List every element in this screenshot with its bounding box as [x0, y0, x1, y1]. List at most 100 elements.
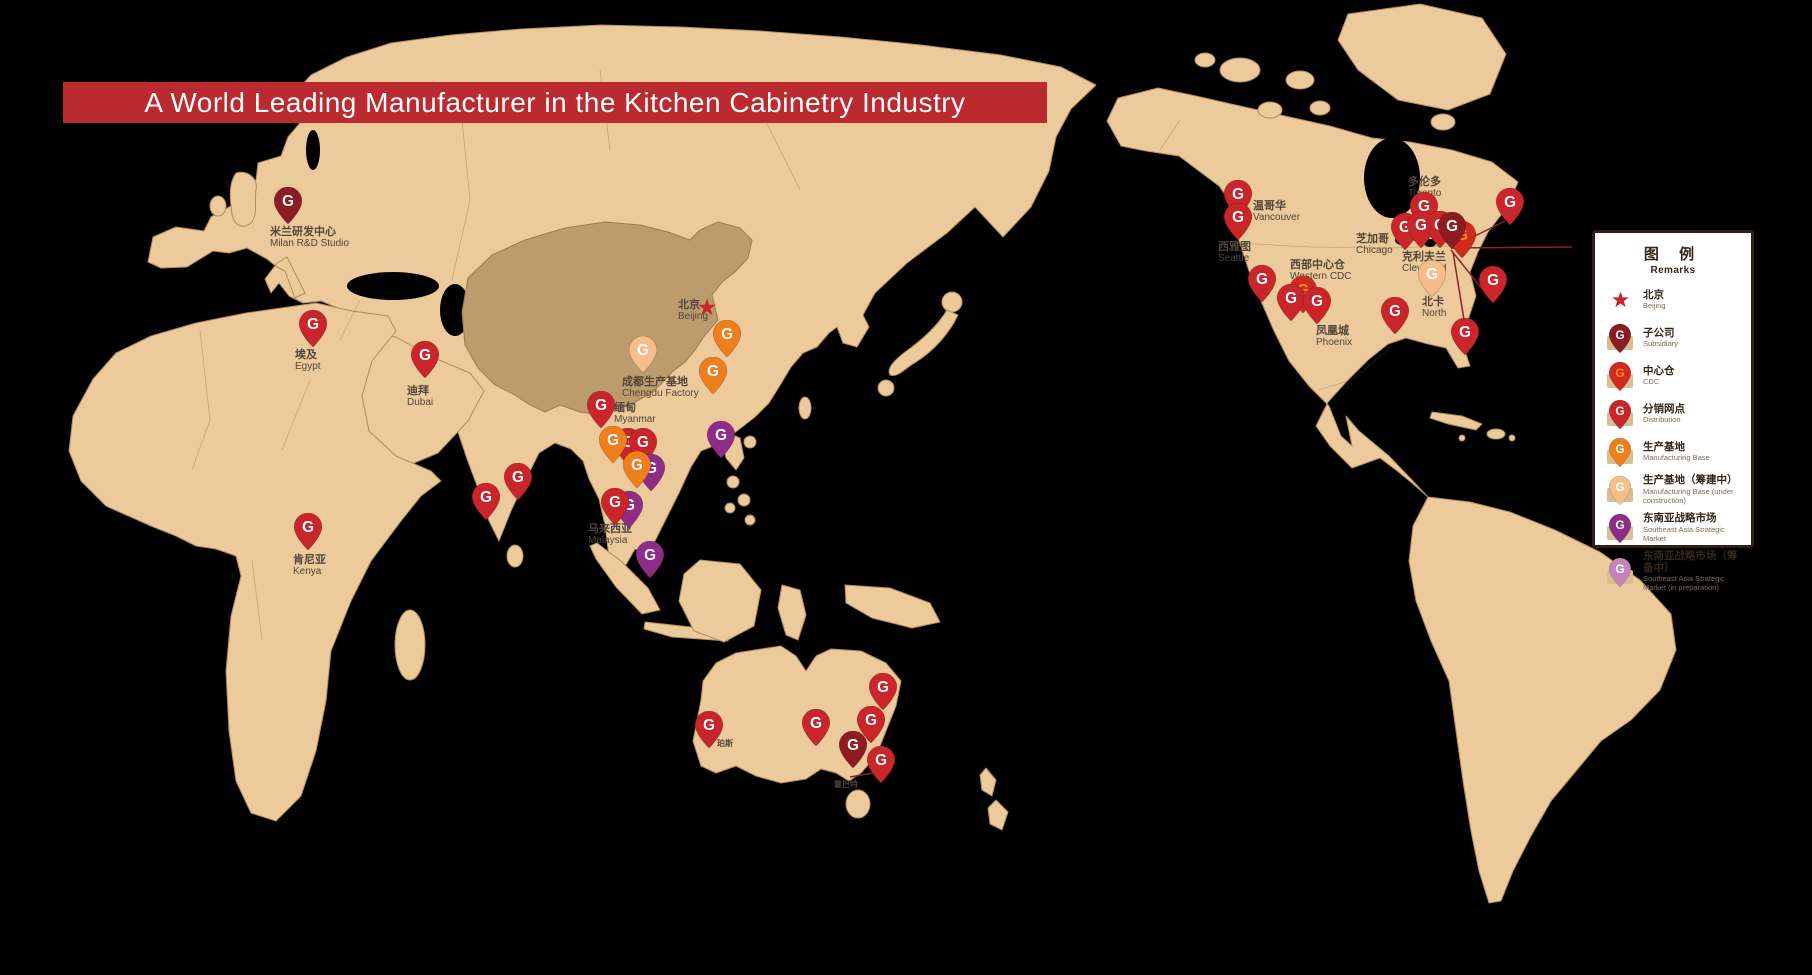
svg-text:G: G: [1615, 328, 1624, 342]
legend-label-cn: 中心仓: [1643, 364, 1675, 377]
seattle-label: 西雅图 Seattle: [1218, 241, 1251, 265]
beijing-label-en: Beijing: [678, 311, 709, 323]
madagascar: [394, 609, 426, 681]
cleveland-label-en: Cleveland: [1402, 263, 1447, 275]
legend-item-sea_market_prep: G 东南亚战略市场（筹备中） Southeast Asia Strategic Ma…: [1605, 550, 1741, 592]
legend-label-en: Southeast Asia Strategic Market (in prep…: [1643, 574, 1725, 593]
toronto-label-en: Toronto: [1408, 188, 1442, 200]
phoenix-label-cn: 凤凰城: [1316, 325, 1349, 337]
chengdu-label-en: Chengdu Factory: [622, 388, 699, 400]
legend-item-text: 生产基地 Manufacturing Base: [1643, 441, 1710, 462]
legend-item-text: 子公司 Subsidiary: [1643, 327, 1678, 348]
myanmar-label-cn: 缅甸: [614, 402, 636, 414]
legend-item-text: 北京 Beijing: [1643, 289, 1666, 310]
legend-panel: 图 例 Remarks 北京 Beijing G 子公司 Subsidiary G 中心仓 C…: [1592, 230, 1754, 592]
title-banner: A World Leading Manufacturer in the Kitc…: [63, 82, 1047, 123]
western-cdc-label-cn: 西部中心仓: [1290, 259, 1345, 271]
kenya-label: 肯尼亚 Kenya: [293, 554, 326, 578]
africa-landmass: [68, 302, 442, 822]
legend-title-en: Remarks: [1650, 265, 1696, 276]
hobart-label: 霍巴特: [834, 780, 858, 790]
vancouver-label: 温哥华 Vancouver: [1253, 200, 1300, 224]
toronto-label: 多伦多 Toronto: [1408, 176, 1441, 200]
uk-island: [229, 171, 257, 227]
chicago-label: 芝加哥 Chicago: [1356, 233, 1393, 257]
egypt-label-en: Egypt: [295, 361, 321, 373]
subsidiary-pin-icon: G: [1605, 322, 1635, 353]
legend-label-cn: 生产基地（筹建中）: [1643, 474, 1738, 487]
legend-item-text: 中心仓 CDC: [1643, 365, 1675, 386]
beijing-label-cn: 北京: [678, 299, 700, 311]
legend-label-en: CDC: [1643, 377, 1660, 387]
legend-item-sea_market: G 东南亚战略市场 Southeast Asia Strategic Market: [1605, 512, 1741, 543]
legend-label-cn: 东南亚战略市场: [1643, 512, 1717, 525]
new-zealand: [979, 767, 997, 797]
vancouver-label-en: Vancouver: [1253, 212, 1301, 224]
malaysia-label-cn: 马来西亚: [588, 523, 632, 535]
svg-text:G: G: [1615, 442, 1624, 456]
north-label-cn: 北卡: [1422, 296, 1444, 308]
north-label: 北卡 North: [1422, 296, 1446, 320]
western-cdc-label-en: Western CDC: [1290, 271, 1352, 283]
legend-item-beijing: 北京 Beijing: [1605, 284, 1741, 315]
dubai-label-en: Dubai: [407, 397, 434, 409]
legend-item-subsidiary: G 子公司 Subsidiary: [1605, 322, 1741, 353]
svg-text:G: G: [1615, 480, 1624, 494]
perth-label-cn: 珀斯: [717, 739, 733, 748]
myanmar-label: 缅甸 Myanmar: [614, 402, 656, 426]
legend-item-text: 东南亚战略市场（筹备中） Southeast Asia Strategic Mar…: [1643, 550, 1741, 592]
legend-item-manufacturing_uc: G 生产基地（筹建中） Manufacturing Base (under cons…: [1605, 474, 1741, 505]
legend-title: 图 例 Remarks: [1605, 243, 1741, 276]
dubai-label-cn: 迪拜: [407, 385, 429, 397]
manufacturing_uc-pin-icon: G: [1605, 474, 1635, 505]
beijing-label: 北京 Beijing: [678, 299, 708, 323]
legend-label-cn: 北京: [1643, 288, 1664, 301]
legend-items: 北京 Beijing G 子公司 Subsidiary G 中心仓 CDC G 分销网点 Distr…: [1605, 284, 1741, 592]
legend-item-cdc: G 中心仓 CDC: [1605, 360, 1741, 391]
seattle-label-en: Seattle: [1218, 253, 1250, 265]
svg-text:G: G: [1615, 404, 1624, 418]
legend-label-en: Distribution: [1643, 415, 1681, 425]
legend-item-text: 东南亚战略市场 Southeast Asia Strategic Market: [1643, 512, 1741, 542]
toronto-label-cn: 多伦多: [1408, 176, 1441, 188]
chengdu-label: 成都生产基地 Chengdu Factory: [622, 376, 699, 400]
cdc-pin-icon: G: [1605, 360, 1635, 391]
svg-text:G: G: [1615, 366, 1624, 380]
legend-item-text: 生产基地（筹建中） Manufacturing Base (under const…: [1643, 474, 1741, 504]
legend-item-manufacturing: G 生产基地 Manufacturing Base: [1605, 436, 1741, 467]
hudson-bay: [1364, 138, 1420, 218]
hobart-label-cn: 霍巴特: [834, 780, 858, 789]
legend-item-text: 分销网点 Distribution: [1643, 403, 1685, 424]
milan-label-en: Milan R&D Studio: [270, 238, 349, 250]
svg-text:G: G: [1615, 518, 1624, 532]
title-text: A World Leading Manufacturer in the Kitc…: [144, 86, 966, 118]
distribution-pin-icon: G: [1605, 398, 1635, 429]
sea_market_prep-pin-icon: G: [1605, 556, 1635, 587]
milan-label-cn: 米兰研发中心: [270, 226, 336, 238]
legend-label-cn: 分销网点: [1643, 402, 1685, 415]
star-icon: [1605, 284, 1635, 315]
malaysia-label-en: Malaysia: [588, 535, 628, 547]
black-sea: [347, 272, 439, 300]
egypt-label: 埃及 Egypt: [295, 349, 321, 373]
legend-item-distribution: G 分销网点 Distribution: [1605, 398, 1741, 429]
perth-label: 珀斯: [717, 739, 733, 749]
baltic-sea: [306, 130, 320, 170]
japan: [888, 309, 959, 377]
malaysia-label: 马来西亚 Malaysia: [588, 523, 632, 547]
cleveland-label: 克利夫兰 Cleveland: [1402, 251, 1446, 275]
tasmania-island: [845, 789, 871, 819]
chicago-label-cn: 芝加哥: [1356, 233, 1389, 245]
chicago-label-en: Chicago: [1356, 245, 1393, 257]
kenya-label-en: Kenya: [293, 566, 322, 578]
legend-label-en: Manufacturing Base (under construction): [1643, 486, 1734, 505]
western-cdc-label: 西部中心仓 Western CDC: [1290, 259, 1352, 283]
greenland: [1337, 3, 1507, 111]
phoenix-label-en: Phoenix: [1316, 337, 1353, 349]
legend-label-cn: 生产基地: [1643, 440, 1685, 453]
milan-label: 米兰研发中心 Milan R&D Studio: [270, 226, 349, 250]
china-highlight: [461, 221, 753, 416]
legend-label-en: Southeast Asia Strategic Market: [1643, 524, 1725, 543]
phoenix-label: 凤凰城 Phoenix: [1316, 325, 1352, 349]
